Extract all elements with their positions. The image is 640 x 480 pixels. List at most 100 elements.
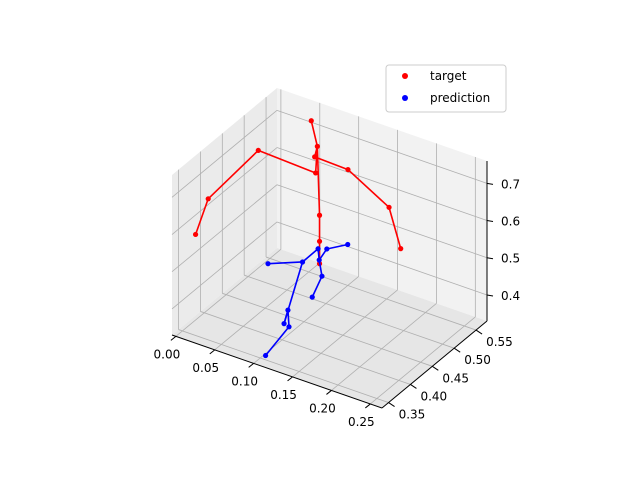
legend-label-target: target <box>430 69 467 83</box>
point-prediction <box>281 321 287 327</box>
bone-prediction <box>311 275 323 298</box>
point-target <box>313 170 319 176</box>
axis-ticks: 0.000.050.100.150.200.250.350.400.450.50… <box>154 177 521 429</box>
bone-target <box>310 120 319 147</box>
x-tick-label: 0.20 <box>309 401 336 415</box>
grid-z-side <box>171 110 278 198</box>
bone-target <box>316 146 321 216</box>
grid-x-floor <box>214 262 321 351</box>
legend-label-prediction: prediction <box>430 91 490 105</box>
floor-pane <box>172 248 487 408</box>
x-tick <box>170 335 177 341</box>
x-tick <box>326 390 332 395</box>
grid-lines <box>171 89 488 405</box>
bone-target <box>257 149 316 174</box>
z-tick-label: 0.6 <box>501 215 520 229</box>
grid-y-floor <box>222 292 433 367</box>
y-tick <box>388 402 395 407</box>
point-target <box>398 246 404 252</box>
point-target <box>314 143 320 149</box>
grid-z-side <box>171 147 278 235</box>
y-axis-line <box>381 320 488 409</box>
grid-z-back <box>276 184 488 259</box>
grid-x-floor <box>175 249 282 337</box>
grid-z-side <box>171 184 278 273</box>
bone-prediction <box>318 259 323 277</box>
series-layer <box>192 118 404 359</box>
bone-prediction <box>302 248 319 263</box>
bone-prediction <box>264 326 290 357</box>
grid-z-back <box>276 221 488 296</box>
z-tick <box>486 257 494 260</box>
point-target <box>255 147 261 154</box>
y-tick-label: 0.50 <box>464 353 491 367</box>
point-target <box>205 196 211 202</box>
bone-target <box>347 169 390 208</box>
point-prediction <box>286 324 292 330</box>
point-target <box>386 204 392 210</box>
z-tick <box>486 220 494 223</box>
grid-z-back <box>276 147 488 221</box>
y-tick-label: 0.40 <box>420 389 447 403</box>
x-tick-label: 0.25 <box>348 415 375 429</box>
point-target <box>345 166 351 173</box>
side-pane <box>172 88 277 335</box>
z-tick <box>486 294 494 297</box>
point-target <box>308 118 314 124</box>
point-prediction <box>345 241 351 248</box>
legend-box <box>385 64 507 113</box>
point-target <box>316 212 323 218</box>
point-prediction <box>315 246 321 252</box>
grid-x-floor <box>292 289 398 378</box>
bone-prediction <box>267 261 303 265</box>
point-prediction <box>319 273 325 279</box>
bone-target <box>314 156 349 171</box>
x-tick <box>365 403 371 409</box>
point-prediction <box>262 352 269 359</box>
bone-prediction <box>326 243 348 250</box>
y-tick <box>453 347 461 353</box>
x-tick-label: 0.15 <box>270 388 297 402</box>
y-tick <box>475 329 483 335</box>
y-tick-label: 0.55 <box>486 335 513 349</box>
bone-target <box>194 198 209 235</box>
point-prediction <box>299 259 306 265</box>
grid-y-floor <box>200 311 411 385</box>
grid-x-floor <box>370 316 476 405</box>
legend-marker-prediction <box>402 95 408 101</box>
point-prediction <box>265 261 271 267</box>
y-tick <box>432 365 439 371</box>
z-tick-label: 0.4 <box>501 289 520 303</box>
grid-y-floor <box>244 274 455 349</box>
grid-y-floor <box>178 329 389 403</box>
z-tick <box>486 182 494 185</box>
back-pane <box>277 88 487 321</box>
x-axis-line <box>171 334 383 409</box>
x-tick-label: 0.05 <box>192 361 219 375</box>
series-prediction <box>262 241 351 359</box>
bone-target <box>388 207 402 249</box>
series-target <box>192 118 404 267</box>
point-prediction <box>285 307 291 313</box>
grid-z-side <box>171 221 278 310</box>
x-tick <box>209 349 216 355</box>
point-target <box>312 154 318 160</box>
y-tick-label: 0.35 <box>399 408 426 422</box>
x-tick <box>248 362 254 368</box>
z-tick-label: 0.7 <box>501 177 520 191</box>
point-target <box>316 238 323 244</box>
legend: target prediction <box>385 64 507 113</box>
x-tick-label: 0.00 <box>154 347 181 361</box>
grid-x-floor <box>331 303 437 391</box>
y-tick-label: 0.45 <box>442 371 469 385</box>
axes-panes <box>172 88 487 408</box>
bone-target <box>207 149 259 200</box>
x-tick <box>287 376 293 382</box>
y-tick <box>410 384 417 389</box>
point-prediction <box>309 294 315 300</box>
legend-marker-target <box>402 73 408 79</box>
bone-prediction <box>287 310 290 327</box>
axis-lines <box>171 161 488 409</box>
point-prediction <box>316 257 322 263</box>
